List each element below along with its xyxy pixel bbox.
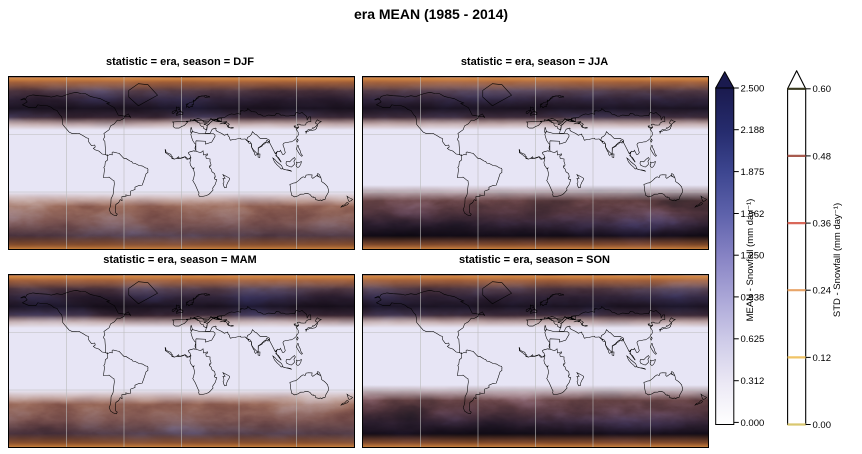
svg-text:2.500: 2.500	[741, 83, 765, 94]
svg-text:0.312: 0.312	[741, 376, 765, 387]
svg-text:1.875: 1.875	[741, 167, 765, 178]
svg-text:2.188: 2.188	[741, 125, 765, 136]
svg-text:1.562: 1.562	[741, 209, 765, 220]
svg-text:MEAN - Snowfall (mm day⁻¹): MEAN - Snowfall (mm day⁻¹)	[745, 199, 756, 322]
svg-text:1.250: 1.250	[741, 251, 765, 262]
svg-text:0.625: 0.625	[741, 334, 765, 345]
svg-text:0.48: 0.48	[813, 151, 832, 162]
svg-text:0.000: 0.000	[741, 418, 765, 429]
svg-text:0.24: 0.24	[813, 286, 832, 297]
svg-text:0.36: 0.36	[813, 219, 832, 230]
svg-text:0.00: 0.00	[813, 420, 832, 431]
svg-text:0.12: 0.12	[813, 353, 832, 364]
svg-text:0.938: 0.938	[741, 292, 765, 303]
svg-text:0.60: 0.60	[813, 84, 832, 95]
svg-text:STD - Snowfall (mm day⁻¹): STD - Snowfall (mm day⁻¹)	[832, 203, 843, 317]
